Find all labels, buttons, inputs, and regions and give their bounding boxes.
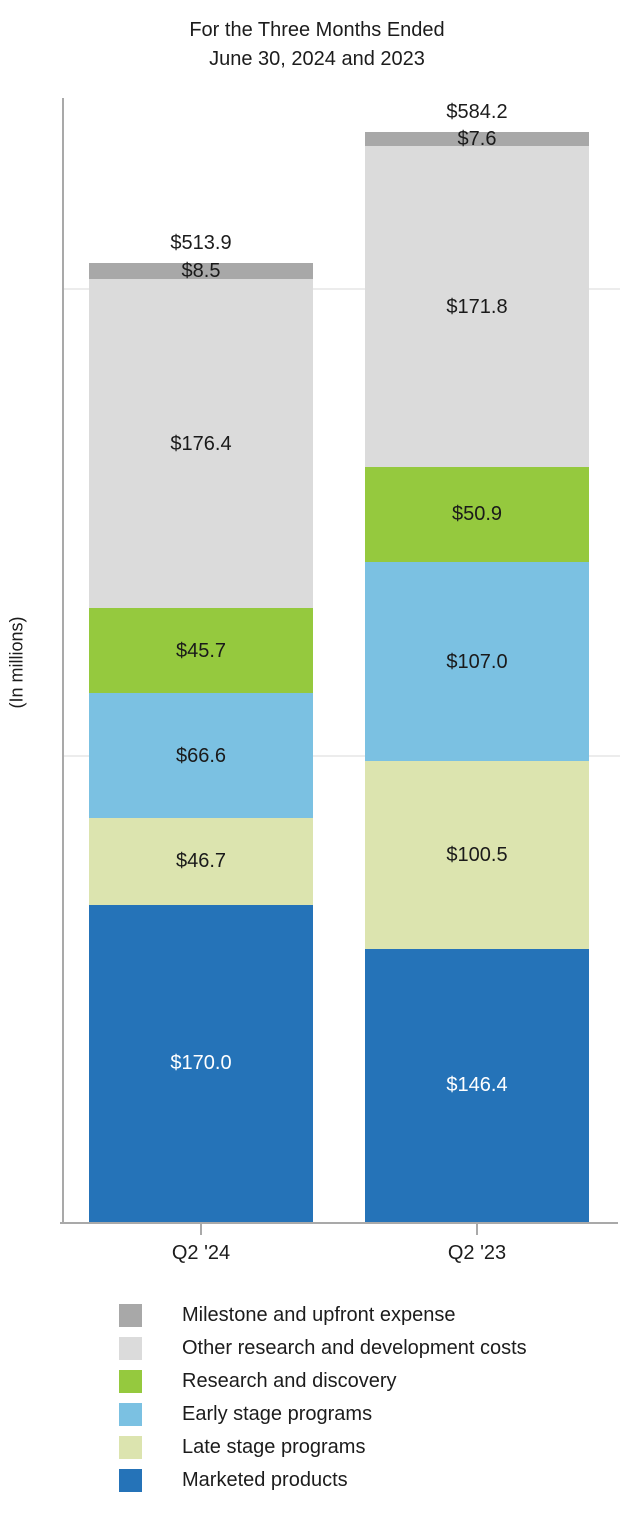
gridline-500	[62, 288, 620, 291]
legend-label: Late stage programs	[182, 1436, 366, 1458]
legend-item-milestone-and-upfront-expense: Milestone and upfront expense	[119, 1304, 527, 1327]
x-category-label-q2-23: Q2 '23	[447, 1242, 507, 1264]
x-category-label-q2-24: Q2 '24	[171, 1242, 231, 1264]
legend-label: Marketed products	[182, 1469, 348, 1491]
gridline-250	[62, 754, 620, 757]
bar-segment-late-stage-programs: $46.7	[89, 817, 313, 905]
chart-title-line-2: June 30, 2024 and 2023	[209, 48, 425, 70]
legend-item-late-stage-programs: Late stage programs	[119, 1436, 527, 1459]
bar-segment-other-research-and-development-costs: $176.4	[89, 279, 313, 609]
segment-value-label: $176.4	[170, 432, 232, 455]
chart-title-line-1: For the Three Months Ended	[189, 19, 445, 41]
bar-q2-23: $7.6 $171.8 $50.9 $107.0 $100.5 $146.4	[365, 128, 589, 1222]
segment-value-label: $8.5	[181, 260, 221, 283]
legend-label: Early stage programs	[182, 1403, 373, 1425]
segment-value-label: $66.6	[175, 744, 227, 767]
bar-segment-early-stage-programs: $107.0	[365, 561, 589, 762]
legend-item-other-research-and-development-costs: Other research and development costs	[119, 1337, 527, 1360]
y-axis-line	[62, 98, 64, 1224]
bar-segment-research-and-discovery: $45.7	[89, 608, 313, 694]
segment-value-label: $146.4	[446, 1074, 508, 1097]
bar-segment-milestone-and-upfront-expense: $8.5	[89, 260, 313, 283]
segment-value-label: $45.7	[175, 639, 227, 662]
bar-segment-marketed-products: $146.4	[365, 948, 589, 1222]
x-axis-tick	[200, 1224, 202, 1235]
legend-swatch-marketed-products	[119, 1469, 142, 1492]
x-axis-tick	[476, 1224, 478, 1235]
legend-item-research-and-discovery: Research and discovery	[119, 1370, 527, 1393]
legend-item-marketed-products: Marketed products	[119, 1469, 527, 1492]
bar-q2-24: $8.5 $176.4 $45.7 $66.6 $46.7 $170.0	[89, 260, 313, 1222]
legend-swatch-research-and-discovery	[119, 1370, 142, 1393]
legend-swatch-late-stage-programs	[119, 1436, 142, 1459]
bar-segment-other-research-and-development-costs: $171.8	[365, 146, 589, 467]
bar-segment-research-and-discovery: $50.9	[365, 466, 589, 562]
bar-segment-early-stage-programs: $66.6	[89, 693, 313, 818]
bar-segment-milestone-and-upfront-expense: $7.6	[365, 128, 589, 151]
segment-value-label: $170.0	[170, 1052, 232, 1075]
segment-value-label: $100.5	[446, 844, 508, 867]
segment-value-label: $7.6	[457, 128, 497, 151]
legend-label: Other research and development costs	[182, 1337, 527, 1359]
legend-label: Milestone and upfront expense	[182, 1304, 456, 1326]
legend-label: Research and discovery	[182, 1370, 397, 1392]
bar-segment-marketed-products: $170.0	[89, 904, 313, 1222]
bar-total-label-q2-24: $513.9	[170, 232, 232, 255]
legend-item-early-stage-programs: Early stage programs	[119, 1403, 527, 1426]
legend-swatch-milestone-and-upfront-expense	[119, 1304, 142, 1327]
segment-value-label: $50.9	[451, 503, 503, 526]
legend-swatch-early-stage-programs	[119, 1403, 142, 1426]
bar-total-label-q2-23: $584.2	[446, 101, 508, 124]
segment-value-label: $171.8	[446, 295, 508, 318]
x-axis-line	[60, 1222, 618, 1224]
segment-value-label: $46.7	[175, 850, 227, 873]
bar-segment-late-stage-programs: $100.5	[365, 761, 589, 949]
y-axis-label: (In millions)	[6, 616, 27, 709]
chart-title: For the Three Months Ended June 30, 2024…	[0, 16, 634, 74]
legend-swatch-other-research-and-development-costs	[119, 1337, 142, 1360]
legend: Milestone and upfront expense Other resea…	[119, 1304, 527, 1502]
segment-value-label: $107.0	[446, 650, 508, 673]
